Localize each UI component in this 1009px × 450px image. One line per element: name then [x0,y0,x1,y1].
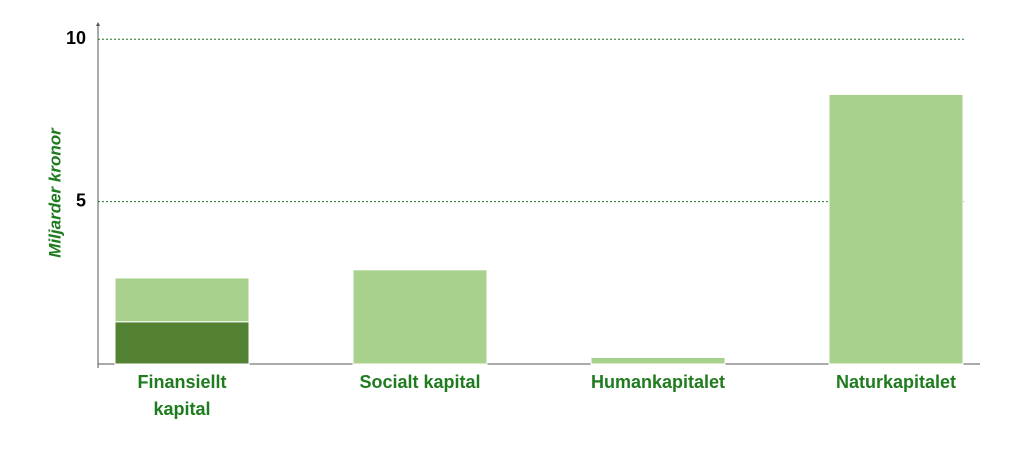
x-tick-label: Finansiellt kapital [137,372,227,419]
bar-segment [352,269,488,365]
y-axis-label: Miljarder kronor [45,127,64,258]
bar-segment [114,277,250,323]
bar-segment [590,357,726,365]
y-tick-label: 10 [66,28,86,48]
bar-segment [114,321,250,365]
x-tick-label: Socialt kapital [359,372,481,392]
x-tick-label: Humankapitalet [590,372,726,392]
y-axis-arrow [96,22,100,26]
bar-segment [828,93,964,365]
y-tick-label: 5 [76,190,86,210]
x-tick-label: Naturkapitalet [835,372,957,392]
